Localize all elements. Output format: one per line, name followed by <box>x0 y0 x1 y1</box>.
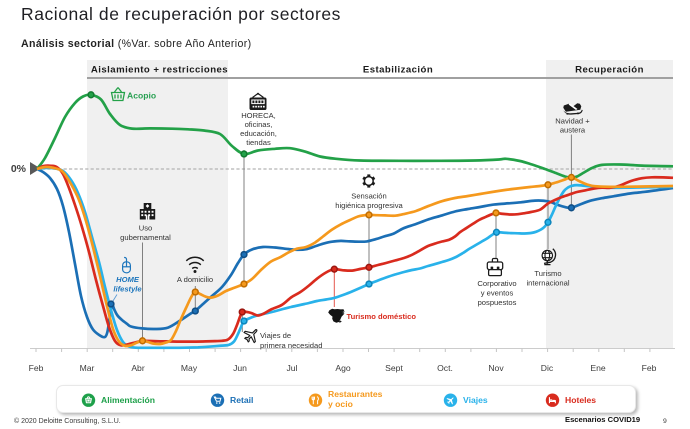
svg-text:Recuperación: Recuperación <box>575 65 644 76</box>
svg-text:tiendas: tiendas <box>246 138 271 147</box>
svg-text:Turismo: Turismo <box>534 269 561 278</box>
svg-text:oficinas,: oficinas, <box>245 120 273 129</box>
svg-text:Uso: Uso <box>139 224 153 233</box>
svg-text:primera necesidad: primera necesidad <box>260 341 322 350</box>
svg-text:Ago: Ago <box>335 363 351 373</box>
svg-text:Aislamiento + restricciones: Aislamiento + restricciones <box>91 65 228 76</box>
svg-text:0%: 0% <box>11 163 27 175</box>
svg-text:internacional: internacional <box>526 279 569 288</box>
svg-text:pospuestos: pospuestos <box>478 298 517 307</box>
svg-text:HOME: HOME <box>116 275 140 284</box>
svg-text:Turismo doméstico: Turismo doméstico <box>347 312 417 321</box>
svg-text:Jul: Jul <box>287 363 298 373</box>
svg-text:Corporativo: Corporativo <box>477 279 516 288</box>
svg-text:Mar: Mar <box>80 363 95 373</box>
svg-text:austera: austera <box>560 126 586 135</box>
svg-text:higiénica progresiva: higiénica progresiva <box>335 201 403 210</box>
svg-text:Dic: Dic <box>541 363 554 373</box>
svg-text:Oct.: Oct. <box>437 363 453 373</box>
svg-text:May: May <box>181 363 198 373</box>
svg-text:Estabilización: Estabilización <box>363 65 433 76</box>
svg-text:Acopio: Acopio <box>127 91 156 101</box>
svg-text:Jun: Jun <box>233 363 247 373</box>
svg-text:Navidad +: Navidad + <box>555 117 590 126</box>
svg-text:gubernamental: gubernamental <box>120 233 171 242</box>
svg-text:Sensación: Sensación <box>351 192 386 201</box>
svg-text:A domicilio: A domicilio <box>177 275 213 284</box>
svg-text:Feb: Feb <box>642 363 657 373</box>
svg-text:HORECA,: HORECA, <box>241 111 276 120</box>
svg-text:Ene: Ene <box>590 363 606 373</box>
svg-text:Abr: Abr <box>131 363 145 373</box>
svg-text:*: * <box>342 309 346 319</box>
svg-text:educación,: educación, <box>240 129 277 138</box>
svg-text:Nov: Nov <box>488 363 504 373</box>
svg-text:y eventos: y eventos <box>481 289 514 298</box>
svg-text:Sept: Sept <box>385 363 403 373</box>
svg-text:lifestyle: lifestyle <box>113 285 142 294</box>
svg-text:Viajes de: Viajes de <box>260 331 291 340</box>
svg-text:Feb: Feb <box>29 363 44 373</box>
